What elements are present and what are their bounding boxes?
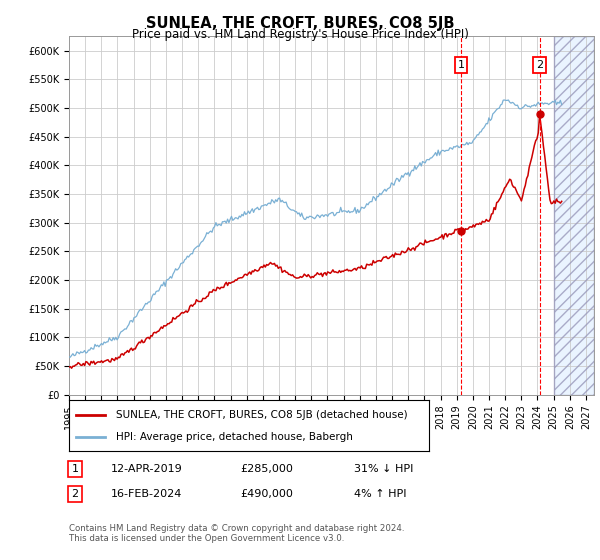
Text: 16-FEB-2024: 16-FEB-2024 (111, 489, 182, 499)
Text: SUNLEA, THE CROFT, BURES, CO8 5JB (detached house): SUNLEA, THE CROFT, BURES, CO8 5JB (detac… (116, 409, 407, 419)
Text: 2: 2 (536, 60, 543, 70)
Text: SUNLEA, THE CROFT, BURES, CO8 5JB: SUNLEA, THE CROFT, BURES, CO8 5JB (146, 16, 454, 31)
Text: £490,000: £490,000 (240, 489, 293, 499)
Text: 1: 1 (71, 464, 79, 474)
Text: HPI: Average price, detached house, Babergh: HPI: Average price, detached house, Babe… (116, 432, 353, 442)
Text: £285,000: £285,000 (240, 464, 293, 474)
Text: 1: 1 (458, 60, 465, 70)
Text: Price paid vs. HM Land Registry's House Price Index (HPI): Price paid vs. HM Land Registry's House … (131, 28, 469, 41)
Text: 31% ↓ HPI: 31% ↓ HPI (354, 464, 413, 474)
Text: 12-APR-2019: 12-APR-2019 (111, 464, 183, 474)
Bar (554, 36, 594, 395)
Bar (554, 36, 594, 395)
Text: 4% ↑ HPI: 4% ↑ HPI (354, 489, 407, 499)
Text: 2: 2 (71, 489, 79, 499)
Text: Contains HM Land Registry data © Crown copyright and database right 2024.
This d: Contains HM Land Registry data © Crown c… (69, 524, 404, 543)
